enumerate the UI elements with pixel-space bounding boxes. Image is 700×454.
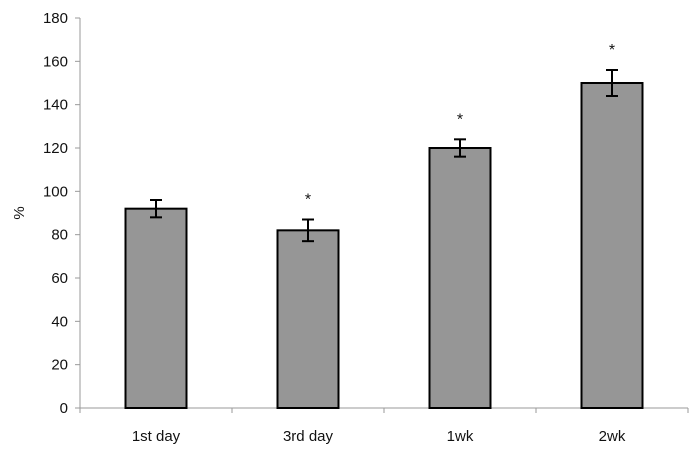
- y-tick-label: 60: [51, 270, 68, 287]
- y-tick-label: 140: [43, 97, 68, 114]
- y-tick-label: 160: [43, 53, 68, 70]
- significance-marker: *: [305, 192, 311, 209]
- y-tick-label: 120: [43, 140, 68, 157]
- y-tick-label: 20: [51, 357, 68, 374]
- y-tick-label: 100: [43, 183, 68, 200]
- bar: [124, 207, 188, 409]
- bars: [124, 69, 644, 409]
- bar: [580, 82, 644, 409]
- significance-marker: *: [609, 42, 615, 59]
- y-tick-label: 180: [43, 10, 68, 27]
- y-tick-label: 80: [51, 227, 68, 244]
- x-tick-label: 3rd day: [283, 428, 334, 445]
- x-tick-label: 1wk: [447, 428, 474, 445]
- y-tick-label: 40: [51, 313, 68, 330]
- y-tick-label: 0: [60, 400, 68, 417]
- x-tick-label: 2wk: [599, 428, 626, 445]
- bar: [428, 147, 492, 409]
- x-tick-label: 1st day: [132, 428, 181, 445]
- y-axis-label: %: [11, 206, 28, 219]
- bar: [276, 229, 340, 409]
- labels: 0 20 40 60 80 100 120 140 160 180% 1st day 3rd day *…: [11, 10, 626, 445]
- significance-marker: *: [457, 111, 463, 128]
